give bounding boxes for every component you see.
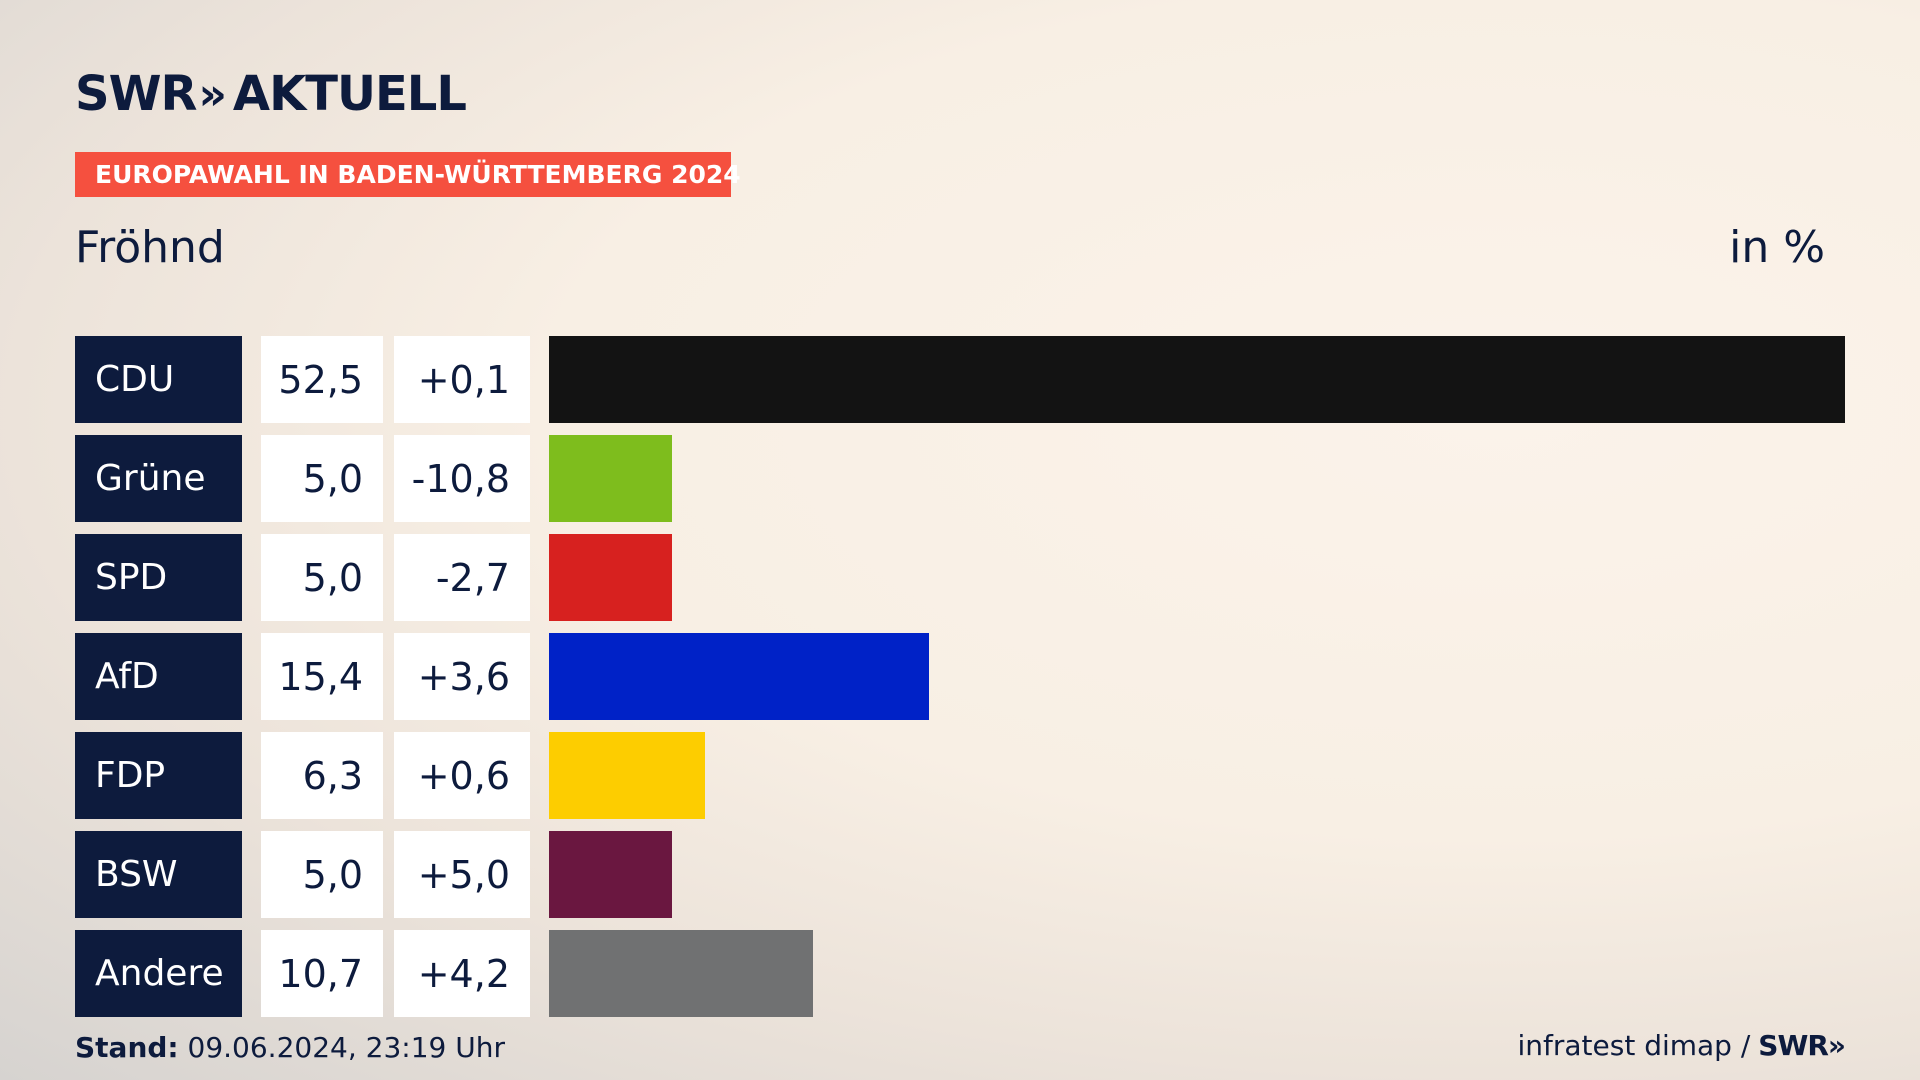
vote-share-label: 5,0 [261,831,383,918]
swr-aktuell-logo: SWR » AKTUELL [75,66,467,122]
party-label: BSW [75,831,242,918]
change-label: +0,1 [394,336,530,423]
vote-share-label: 10,7 [261,930,383,1017]
result-bar [549,930,813,1017]
change-label: +0,6 [394,732,530,819]
result-row: BSW 5,0 +5,0 [75,831,1845,918]
result-bar [549,534,672,621]
stand-label: Stand: [75,1031,179,1064]
source-text: infratest dimap / [1517,1029,1751,1062]
result-bar [549,831,672,918]
result-row: FDP 6,3 +0,6 [75,732,1845,819]
party-label: FDP [75,732,242,819]
unit-label: in % [1729,222,1825,273]
result-bar [549,336,1845,423]
logo-brand: SWR [75,66,197,122]
vote-share-label: 6,3 [261,732,383,819]
vote-share-label: 15,4 [261,633,383,720]
result-row: AfD 15,4 +3,6 [75,633,1845,720]
change-label: +3,6 [394,633,530,720]
vote-share-label: 52,5 [261,336,383,423]
change-label: +5,0 [394,831,530,918]
result-row: SPD 5,0 -2,7 [75,534,1845,621]
result-bar [549,633,929,720]
timestamp: Stand: 09.06.2024, 23:19 Uhr [75,1031,505,1064]
party-label: Andere [75,930,242,1017]
vote-share-label: 5,0 [261,435,383,522]
change-label: -10,8 [394,435,530,522]
change-label: -2,7 [394,534,530,621]
election-tag: EUROPAWAHL IN BADEN-WÜRTTEMBERG 2024 [75,152,741,197]
result-row: CDU 52,5 +0,1 [75,336,1845,423]
vote-share-label: 5,0 [261,534,383,621]
change-label: +4,2 [394,930,530,1017]
swr-small-logo: SWR» [1758,1029,1846,1062]
logo-text: AKTUELL [232,66,467,122]
place-title: Fröhnd [75,222,225,273]
party-label: Grüne [75,435,242,522]
stand-value: 09.06.2024, 23:19 Uhr [178,1031,505,1064]
result-row: Andere 10,7 +4,2 [75,930,1845,1017]
result-bar [549,732,705,819]
party-label: CDU [75,336,242,423]
source-credit: infratest dimap / SWR» [1517,1029,1846,1062]
party-label: AfD [75,633,242,720]
result-bar [549,435,672,522]
party-label: SPD [75,534,242,621]
chevrons-icon: » [198,68,227,120]
result-row: Grüne 5,0 -10,8 [75,435,1845,522]
